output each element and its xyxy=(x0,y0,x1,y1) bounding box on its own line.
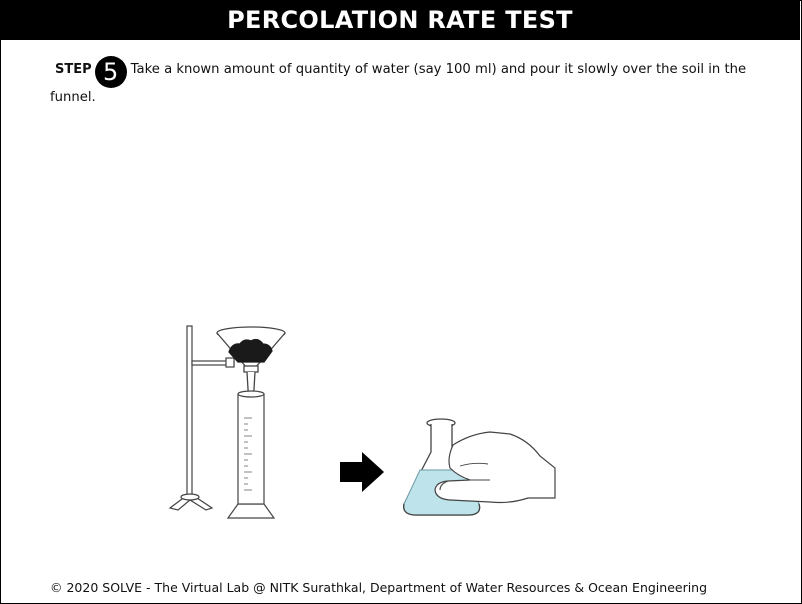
measuring-cylinder-icon xyxy=(226,390,276,519)
page-title: PERCOLATION RATE TEST xyxy=(0,0,800,40)
step-text: Take a known amount of quantity of water… xyxy=(50,62,747,105)
retort-stand-icon xyxy=(168,325,235,511)
step-instruction: STEP 5 Take a known amount of quantity of … xyxy=(50,56,778,107)
step-label: STEP xyxy=(55,62,92,77)
arrow-right-icon xyxy=(340,452,384,492)
soil-icon xyxy=(228,338,273,363)
hand-icon xyxy=(434,431,556,504)
funnel-with-soil-icon xyxy=(216,326,286,407)
step-number-badge: 5 xyxy=(94,56,127,88)
footer-copyright: © 2020 SOLVE - The Virtual Lab @ NITK Su… xyxy=(50,580,708,595)
